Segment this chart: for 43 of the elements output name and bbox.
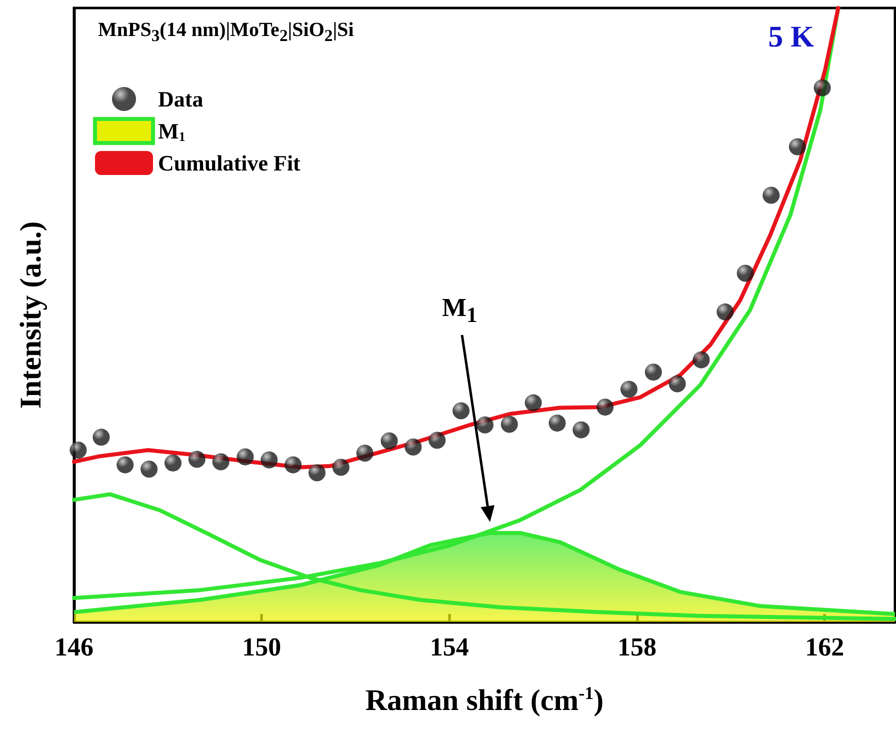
annotation: M$_{1}$ <box>442 293 478 328</box>
point <box>500 416 518 433</box>
x-tick-label: 162 <box>805 632 844 662</box>
point <box>572 421 590 438</box>
point <box>644 364 662 381</box>
point <box>476 416 494 434</box>
point <box>116 456 134 474</box>
x-tick-label: 154 <box>430 632 469 662</box>
point <box>668 375 686 392</box>
point <box>212 453 230 470</box>
legend-label: Cumulative Fit <box>158 150 302 176</box>
point <box>356 444 374 462</box>
point <box>236 448 254 466</box>
x-tick-label: 146 <box>54 632 94 662</box>
point <box>452 402 470 420</box>
point <box>524 394 542 412</box>
point <box>404 438 422 456</box>
x-tick-label: 150 <box>242 632 282 662</box>
point <box>70 442 87 459</box>
point <box>548 414 566 432</box>
legend-label: Data <box>158 86 204 112</box>
point <box>380 432 398 450</box>
point <box>736 264 754 282</box>
legend-title: MnPS$_{3}$(14 nm)|MoTe$_{2}$|SiO$_{2}$|Si <box>98 19 354 45</box>
point <box>814 79 831 96</box>
point <box>260 451 278 468</box>
point <box>140 460 158 478</box>
point <box>428 432 446 449</box>
point <box>284 456 302 474</box>
point <box>620 380 638 398</box>
point <box>596 398 614 416</box>
point <box>308 464 326 482</box>
point <box>788 138 806 156</box>
point <box>332 458 350 476</box>
point <box>716 303 734 320</box>
x-tick-label: 158 <box>617 632 656 662</box>
point <box>762 186 780 204</box>
y-axis-title: Intensity (a.u.) <box>14 221 48 409</box>
point <box>164 454 182 472</box>
point <box>188 450 206 468</box>
annotation: 5 K <box>768 20 815 54</box>
point <box>692 351 710 368</box>
point <box>92 428 110 446</box>
